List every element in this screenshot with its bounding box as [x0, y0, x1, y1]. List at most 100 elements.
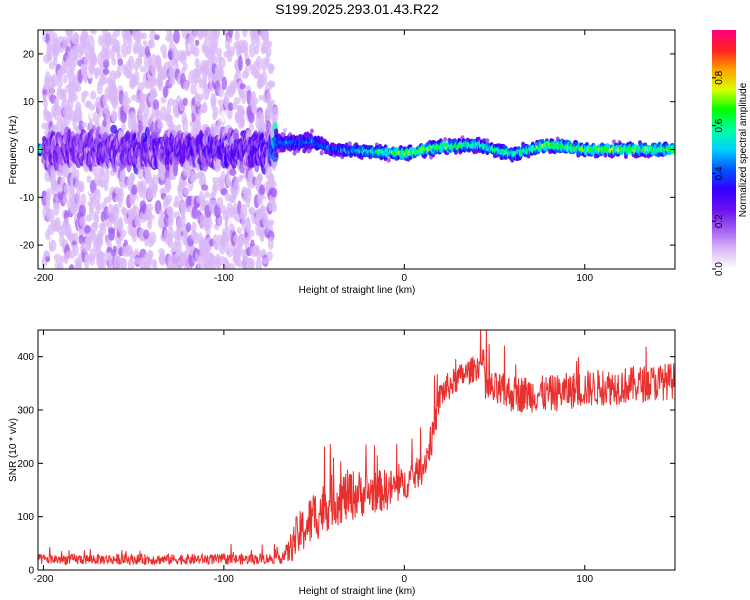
y-tick-label: 100 [17, 512, 34, 523]
heatmap-cell [195, 92, 204, 103]
heatmap-cell [112, 110, 118, 122]
heatmap-cell [194, 39, 200, 47]
heatmap-cell [248, 42, 256, 58]
heatmap-cell [258, 94, 264, 101]
heatmap-cell [127, 258, 135, 269]
heatmap-cell [183, 80, 190, 92]
heatmap-cell [271, 203, 277, 213]
heatmap-cell [119, 257, 128, 269]
heatmap-cell [77, 184, 85, 193]
spectrogram-x-label: Height of straight line (km) [299, 285, 416, 296]
x-tick-label: -100 [214, 574, 234, 585]
snr-x-label: Height of straight line (km) [299, 586, 416, 597]
heatmap-cell [236, 227, 242, 235]
colorbar: 0.00.20.40.60.8 Normalized spectral ampl… [712, 30, 749, 276]
heatmap-cell [78, 234, 85, 245]
heatmap-cell [141, 185, 147, 200]
heatmap-cell [270, 187, 278, 198]
chart-title: S199.2025.293.01.43.R22 [275, 1, 439, 17]
snr-x-ticks: -200 -100 0 100 [33, 330, 594, 585]
heatmap-cell [240, 203, 248, 220]
heatmap-cell [68, 263, 75, 269]
heatmap-cell [255, 55, 263, 72]
heatmap-cell [139, 45, 147, 58]
heatmap-cell [151, 174, 158, 191]
y-tick-label: 0 [28, 566, 34, 577]
heatmap-cell [89, 64, 96, 75]
heatmap-cell [129, 250, 136, 260]
heatmap-cell [241, 90, 247, 105]
heatmap-cell [120, 123, 127, 132]
heatmap-cell [108, 261, 114, 269]
y-tick-label: 10 [23, 97, 35, 108]
heatmap-cell [127, 55, 135, 72]
heatmap-cell [255, 258, 263, 269]
heatmap-cell [183, 187, 190, 196]
heatmap-cell [202, 101, 208, 114]
heatmap-cell [245, 58, 251, 67]
x-tick-label: 100 [576, 574, 593, 585]
heatmap-cell [151, 218, 157, 232]
heatmap-cell [192, 231, 200, 245]
heatmap-cell [74, 169, 80, 181]
heatmap-cell [139, 66, 147, 73]
heatmap-cell [52, 56, 58, 67]
heatmap-cell [131, 184, 138, 195]
heatmap-cell [271, 106, 279, 122]
heatmap-cell [232, 202, 238, 215]
heatmap-cell [106, 34, 112, 44]
heatmap-cell [56, 78, 64, 88]
heatmap-cell [228, 263, 236, 269]
heatmap-cell [131, 231, 137, 243]
heatmap-cell [133, 70, 140, 86]
heatmap-cell [241, 30, 248, 38]
heatmap-cell [91, 54, 98, 67]
heatmap-cell [149, 231, 157, 245]
y-tick-label: 400 [17, 352, 34, 363]
heatmap-cell [173, 30, 180, 44]
heatmap-cell [443, 136, 448, 142]
heatmap-cell [168, 227, 174, 241]
heatmap-cell [170, 69, 176, 82]
heatmap-cell [213, 30, 221, 39]
heatmap-cell [151, 64, 157, 79]
heatmap-cell [174, 195, 180, 207]
heatmap-cell [262, 257, 269, 265]
heatmap-cell [141, 32, 147, 40]
heatmap-cell [274, 128, 279, 134]
colorbar-tick-label: 0.6 [714, 118, 725, 132]
heatmap-cell [146, 188, 153, 201]
heatmap-cell [145, 203, 154, 213]
heatmap-cell [234, 30, 240, 42]
heatmap-cell [261, 70, 268, 86]
x-tick-label: -200 [33, 574, 53, 585]
heatmap-cell [221, 76, 228, 91]
heatmap-cell [181, 50, 187, 61]
heatmap-cell [175, 240, 183, 254]
heatmap-cell [131, 94, 136, 101]
spectrogram-heatmap [38, 30, 675, 269]
heatmap-cell [91, 30, 97, 35]
heatmap-cell [248, 229, 255, 238]
heatmap-cell [147, 250, 154, 260]
heatmap-cell [53, 201, 60, 216]
colorbar-tick-label: 0.4 [714, 166, 725, 180]
y-tick-label: 0 [28, 145, 34, 156]
heatmap-cell [480, 149, 485, 155]
heatmap-cell [45, 256, 51, 263]
heatmap-cell [62, 74, 68, 84]
heatmap-cell [182, 62, 188, 71]
heatmap-cell [172, 161, 179, 177]
heatmap-cell [612, 139, 617, 145]
heatmap-cell [220, 110, 226, 124]
heatmap-cell [132, 112, 137, 124]
heatmap-cell [217, 67, 225, 78]
spectrogram-x-ticks: -200 -100 0 100 [33, 30, 594, 284]
heatmap-cell [116, 65, 122, 78]
heatmap-cell [182, 117, 189, 133]
heatmap-cell [103, 59, 110, 69]
heatmap-cell [160, 44, 167, 55]
heatmap-cell [271, 181, 277, 188]
